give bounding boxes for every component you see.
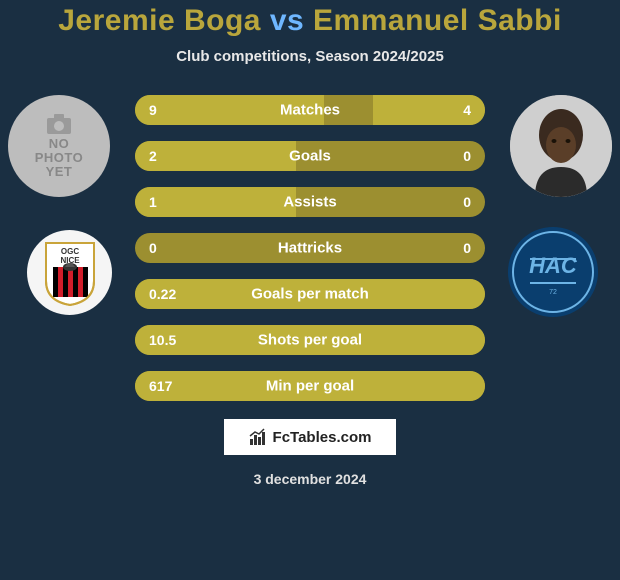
stat-value-right: 4 (463, 102, 471, 118)
stat-label: Hattricks (278, 240, 342, 257)
fctables-logo-text: FcTables.com (273, 429, 372, 446)
svg-text:72: 72 (549, 289, 557, 296)
player2-name: Emmanuel Sabbi (313, 4, 562, 37)
stat-bar-row: 0 0 Hattricks (135, 233, 485, 263)
stat-label: Goals (289, 148, 331, 165)
player1-name: Jeremie Boga (58, 4, 261, 37)
club1-badge: OGC NICE (27, 230, 112, 315)
player1-avatar: NO PHOTO YET (8, 95, 110, 197)
no-photo-placeholder: NO PHOTO YET (35, 113, 84, 180)
stat-value-left: 1 (149, 194, 157, 210)
subtitle: Club competitions, Season 2024/2025 (0, 48, 620, 65)
stat-value-left: 0.22 (149, 286, 176, 302)
stat-bar-fill-left (135, 187, 296, 217)
ogc-nice-crest-icon: OGC NICE (34, 237, 106, 309)
stats-area: NO PHOTO YET OGC NICE (0, 95, 620, 401)
stat-value-left: 0 (149, 240, 157, 256)
stat-value-right: 0 (463, 240, 471, 256)
stat-label: Matches (280, 102, 340, 119)
comparison-title: Jeremie Boga vs Emmanuel Sabbi (0, 4, 620, 38)
stat-bar-row: 10.5 Shots per goal (135, 325, 485, 355)
stat-value-left: 9 (149, 102, 157, 118)
player2-avatar (510, 95, 612, 197)
stat-bar-row: 2 0 Goals (135, 141, 485, 171)
player2-photo (510, 95, 612, 197)
stat-label: Min per goal (266, 378, 354, 395)
title-vs: vs (270, 4, 304, 37)
svg-text:OGC: OGC (60, 247, 78, 256)
stat-value-left: 617 (149, 378, 172, 394)
stat-bar-row: 1 0 Assists (135, 187, 485, 217)
stat-value-left: 10.5 (149, 332, 176, 348)
stat-bar-fill-left (135, 141, 296, 171)
fctables-logo: FcTables.com (224, 419, 396, 455)
hac-crest-icon: HAC 72 (508, 227, 598, 317)
stat-label: Assists (283, 194, 336, 211)
comparison-infographic: Jeremie Boga vs Emmanuel Sabbi Club comp… (0, 0, 620, 580)
camera-icon (45, 113, 73, 135)
club2-badge: HAC 72 (508, 227, 598, 317)
stat-bars: 9 4 Matches 2 0 Goals 1 0 Assists 0 0 Hattricks 0.22… (135, 95, 485, 401)
stat-label: Goals per match (251, 286, 369, 303)
svg-text:HAC: HAC (529, 253, 578, 278)
stat-value-left: 2 (149, 148, 157, 164)
bar-chart-icon (249, 428, 269, 446)
stat-value-right: 0 (463, 194, 471, 210)
footer-date: 3 december 2024 (0, 471, 620, 487)
stat-label: Shots per goal (258, 332, 362, 349)
stat-bar-row: 9 4 Matches (135, 95, 485, 125)
stat-bar-row: 0.22 Goals per match (135, 279, 485, 309)
stat-bar-row: 617 Min per goal (135, 371, 485, 401)
stat-value-right: 0 (463, 148, 471, 164)
